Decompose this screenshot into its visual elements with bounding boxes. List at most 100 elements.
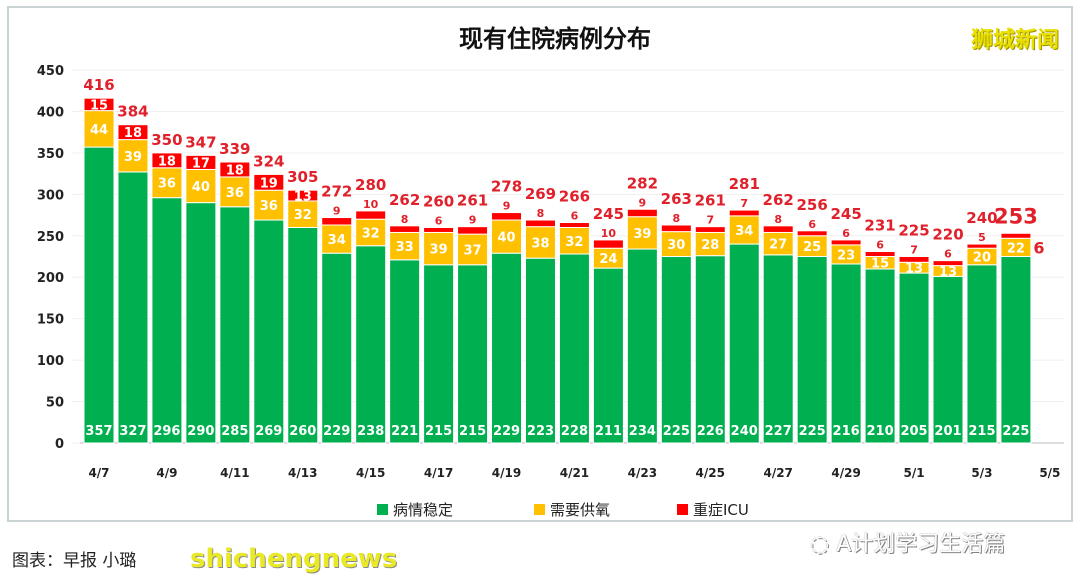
data-label-icu: 8 bbox=[537, 207, 545, 220]
data-label-oxygen: 44 bbox=[90, 123, 108, 138]
x-tick-label: 4/29 bbox=[831, 466, 860, 480]
data-label-icu: 9 bbox=[333, 205, 341, 218]
bar-segment-stable bbox=[389, 259, 421, 444]
total-label: 339 bbox=[219, 140, 250, 158]
data-label-oxygen: 34 bbox=[328, 233, 346, 248]
data-label-icu: 18 bbox=[158, 154, 176, 169]
data-label-stable: 226 bbox=[697, 424, 724, 439]
total-label: 324 bbox=[253, 152, 284, 170]
bar-segment-stable bbox=[287, 226, 319, 444]
total-label: 240 bbox=[966, 209, 997, 227]
x-tick-label: 4/19 bbox=[492, 466, 521, 480]
total-label: 384 bbox=[117, 103, 148, 121]
data-label-stable: 216 bbox=[833, 424, 860, 439]
data-label-oxygen: 13 bbox=[939, 265, 957, 280]
x-tick-label: 5/1 bbox=[903, 466, 924, 480]
total-label: 350 bbox=[151, 131, 182, 149]
data-label-oxygen: 27 bbox=[769, 238, 787, 253]
bar-segment-icu bbox=[457, 226, 489, 235]
data-label-icu: 17 bbox=[192, 156, 210, 171]
total-label: 262 bbox=[763, 191, 794, 209]
data-label-icu: 19 bbox=[260, 176, 278, 191]
bar-segment-icu bbox=[219, 161, 251, 178]
data-label-oxygen: 15 bbox=[871, 257, 889, 272]
data-label-icu: 6 bbox=[1033, 238, 1044, 257]
bar-segment-stable bbox=[355, 245, 387, 444]
data-label-stable: 221 bbox=[391, 424, 418, 439]
data-label-oxygen: 30 bbox=[667, 238, 685, 253]
bar-segment-icu bbox=[830, 239, 862, 246]
chart-title: 现有住院病例分布 bbox=[459, 25, 651, 53]
bar-segment-stable bbox=[694, 255, 726, 444]
data-label-stable: 201 bbox=[934, 424, 961, 439]
data-label-oxygen: 40 bbox=[497, 231, 515, 246]
bar-segment-oxygen bbox=[185, 168, 217, 204]
bar-segment-stable bbox=[592, 267, 624, 444]
bar-segment-icu bbox=[796, 230, 828, 237]
bar-segment-stable bbox=[185, 202, 217, 444]
data-label-icu: 15 bbox=[90, 98, 108, 113]
bar-segment-stable bbox=[253, 219, 285, 444]
data-label-oxygen: 20 bbox=[973, 251, 991, 266]
legend-label-stable: 病情稳定 bbox=[393, 501, 453, 519]
data-label-icu: 6 bbox=[808, 218, 816, 231]
bar-segment-icu bbox=[1000, 232, 1032, 239]
data-label-stable: 229 bbox=[493, 424, 520, 439]
bar-segment-stable bbox=[558, 253, 590, 444]
bar-segment-stable bbox=[457, 264, 489, 444]
data-label-icu: 7 bbox=[910, 244, 918, 257]
data-label-stable: 225 bbox=[663, 424, 690, 439]
data-label-oxygen: 36 bbox=[226, 186, 244, 201]
bar-segment-icu bbox=[185, 154, 217, 170]
logo-text: 狮城新闻 bbox=[970, 28, 1059, 53]
legend-swatch-oxygen bbox=[534, 504, 545, 515]
data-label-oxygen: 40 bbox=[192, 180, 210, 195]
x-tick-label: 5/5 bbox=[1039, 466, 1060, 480]
y-tick-label: 200 bbox=[37, 271, 64, 286]
bar-segment-stable bbox=[626, 248, 658, 444]
x-tick-label: 5/3 bbox=[971, 466, 992, 480]
x-tick-label: 4/23 bbox=[628, 466, 657, 480]
total-label: 253 bbox=[994, 204, 1038, 228]
data-label-icu: 7 bbox=[706, 214, 714, 227]
total-label: 281 bbox=[729, 175, 760, 193]
data-label-oxygen: 23 bbox=[837, 248, 855, 263]
data-label-oxygen: 25 bbox=[803, 240, 821, 255]
data-label-icu: 9 bbox=[639, 196, 647, 209]
wechat-icon: ◌ bbox=[810, 532, 830, 557]
total-label: 278 bbox=[491, 178, 522, 196]
x-tick-label: 4/25 bbox=[696, 466, 725, 480]
y-tick-label: 400 bbox=[37, 105, 64, 120]
data-label-stable: 260 bbox=[289, 424, 316, 439]
data-label-oxygen: 39 bbox=[124, 150, 142, 165]
y-tick-label: 350 bbox=[37, 147, 64, 162]
bar-segment-oxygen bbox=[524, 226, 556, 259]
legend-label-oxygen: 需要供氧 bbox=[550, 501, 610, 519]
data-label-oxygen: 33 bbox=[396, 240, 414, 255]
caption: 图表：早报 小璐 bbox=[12, 551, 137, 571]
data-label-stable: 290 bbox=[187, 424, 214, 439]
bar-segment-icu bbox=[287, 189, 319, 202]
x-tick-label: 4/11 bbox=[220, 466, 249, 480]
data-label-icu: 13 bbox=[294, 190, 312, 205]
x-tick-label: 4/7 bbox=[88, 466, 109, 480]
x-tick-label: 4/27 bbox=[763, 466, 792, 480]
watermark-right-text: A计划学习生活篇 bbox=[836, 532, 1006, 557]
bar-segment-icu bbox=[592, 239, 624, 249]
data-label-stable: 223 bbox=[527, 424, 554, 439]
stacked-bar-chart: 现有住院病例分布 0 50 100 150 200 250 300 350 400 450 4/7 4/… bbox=[37, 25, 1064, 519]
chart-frame: 现有住院病例分布 0 50 100 150 200 250 300 350 400 450 4/7 4/… bbox=[7, 6, 1073, 522]
data-label-oxygen: 13 bbox=[905, 262, 923, 277]
total-label: 262 bbox=[389, 191, 420, 209]
bar-segment-stable bbox=[83, 146, 115, 444]
total-label: 225 bbox=[898, 222, 929, 240]
bar-segment-oxygen bbox=[117, 139, 149, 173]
total-label: 245 bbox=[830, 205, 861, 223]
total-label: 282 bbox=[627, 174, 658, 192]
data-label-icu: 9 bbox=[503, 200, 511, 213]
data-label-oxygen: 39 bbox=[430, 243, 448, 258]
data-label-stable: 228 bbox=[561, 424, 588, 439]
y-tick-label: 0 bbox=[55, 437, 64, 452]
bar-segment-stable bbox=[796, 256, 828, 444]
data-label-stable: 215 bbox=[968, 424, 995, 439]
